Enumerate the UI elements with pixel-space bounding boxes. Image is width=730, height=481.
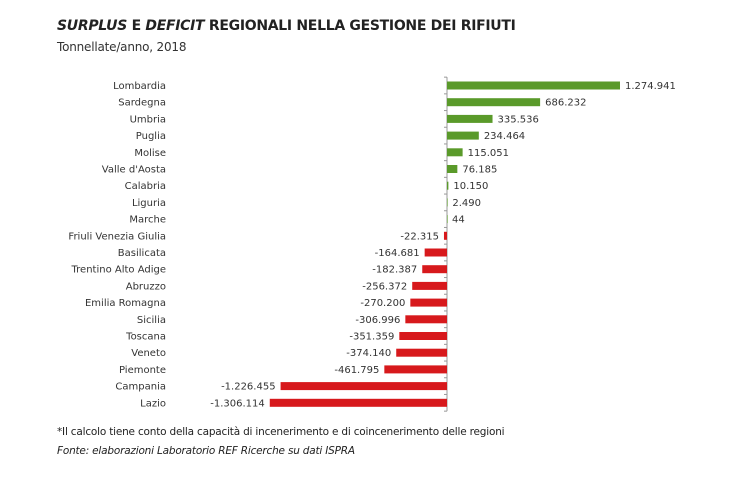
data-label: 686.232 [545,98,586,109]
bar [447,198,448,207]
category-label: Umbria [130,114,166,125]
data-label: -256.372 [362,281,407,292]
data-label: -1.306.114 [210,398,265,409]
footnote: *Il calcolo tiene conto della capacità d… [57,426,505,438]
data-label: -306.996 [355,315,400,326]
category-label: Toscana [125,332,166,343]
title-deficit: DEFICIT [145,18,205,34]
category-label: Puglia [136,131,166,142]
data-label: -22.315 [400,231,439,242]
category-label: Lombardia [113,81,166,92]
category-label: Abruzzo [126,281,166,292]
category-label: Marche [129,215,166,226]
bar [412,281,447,290]
category-label: Basilicata [118,248,166,259]
data-label: -351.359 [349,332,394,343]
data-label: 335.536 [498,114,539,125]
category-label: Veneto [131,348,166,359]
title-rest: REGIONALI NELLA GESTIONE DEI RIFIUTI [208,18,516,34]
bar [410,298,447,307]
chart-title: SURPLUS E DEFICIT REGIONALI NELLA GESTIO… [57,18,516,34]
data-label: 1.274.941 [625,81,676,92]
category-label: Calabria [125,181,166,192]
data-label: 44 [452,215,465,226]
data-label: -270.200 [360,298,405,309]
category-label: Emilia Romagna [85,298,166,309]
category-label: Valle d'Aosta [102,165,166,176]
bar [447,81,620,90]
bar [384,365,447,374]
title-surplus: SURPLUS [57,18,127,34]
category-label: Sardegna [118,98,166,109]
data-label: 2.490 [452,198,481,209]
source-note: Fonte: elaborazioni Laboratorio REF Rice… [57,445,355,457]
bar [447,181,449,190]
bar [447,215,448,224]
data-label: -1.226.455 [221,382,276,393]
bar [447,98,541,107]
category-label: Trentino Alto Adige [71,265,166,276]
bar [422,265,447,274]
bar [280,382,447,391]
data-label: 115.051 [468,148,509,159]
bar [447,131,479,140]
category-label: Lazio [140,398,166,409]
category-label: Sicilia [137,315,166,326]
bar [405,315,447,324]
data-label: -461.795 [334,365,379,376]
bar [443,231,447,240]
category-label: Molise [134,148,166,159]
category-label: Liguria [132,198,166,209]
data-label: 10.150 [453,181,488,192]
bar [447,114,493,123]
data-label: -164.681 [375,248,420,259]
bar [424,248,447,257]
bar [269,398,447,407]
data-label: -374.140 [346,348,391,359]
bar [447,165,458,173]
data-label: -182.387 [372,265,417,276]
category-label: Campania [115,382,166,393]
category-label: Friuli Venezia Giulia [68,231,166,242]
title-e: E [131,18,142,34]
data-label: 234.464 [484,131,525,142]
chart-subtitle: Tonnellate/anno, 2018 [57,40,187,54]
bar [447,148,463,157]
bar [396,348,447,357]
category-label: Piemonte [119,365,166,376]
bar [399,332,447,340]
data-label: 76.185 [462,165,497,176]
